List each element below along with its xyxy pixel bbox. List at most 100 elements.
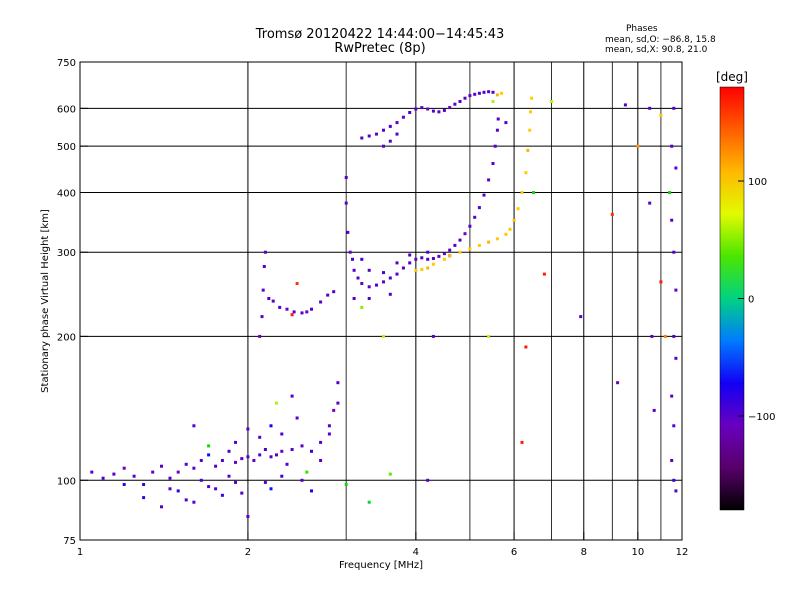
data-point xyxy=(442,108,446,112)
data-point xyxy=(269,487,273,491)
data-point xyxy=(220,493,224,497)
data-point xyxy=(674,166,678,170)
data-point xyxy=(360,136,364,140)
data-point xyxy=(524,171,528,175)
x-tick-label: 10 xyxy=(631,547,644,558)
data-point xyxy=(220,459,224,462)
y-tick-label: 200 xyxy=(57,332,76,343)
data-point xyxy=(310,449,313,453)
phases-x-stats: mean, sd,X: 90.8, 21.0 xyxy=(605,45,708,55)
data-point xyxy=(327,424,331,428)
data-point xyxy=(442,252,446,256)
data-point xyxy=(458,250,462,254)
data-point xyxy=(674,288,678,292)
data-point xyxy=(112,472,116,476)
data-point xyxy=(382,128,385,132)
data-point xyxy=(388,292,392,296)
data-point xyxy=(453,102,457,106)
data-point xyxy=(549,100,553,103)
data-point xyxy=(246,515,250,518)
data-point xyxy=(207,444,211,448)
y-tick-label: 600 xyxy=(57,104,76,115)
data-point xyxy=(542,272,546,276)
data-point xyxy=(290,313,294,317)
data-point xyxy=(420,256,424,260)
data-point xyxy=(90,470,94,474)
data-point xyxy=(360,305,364,309)
data-point xyxy=(426,250,430,254)
data-point xyxy=(382,280,385,284)
data-point xyxy=(420,106,424,110)
data-point xyxy=(495,237,499,241)
data-point xyxy=(504,232,508,236)
data-point xyxy=(426,257,430,261)
data-point xyxy=(652,408,656,412)
data-point xyxy=(234,460,237,464)
series-group xyxy=(360,100,678,493)
data-point xyxy=(670,218,674,222)
data-point xyxy=(214,487,218,491)
data-point xyxy=(367,285,371,289)
x-tick-label: 1 xyxy=(77,547,83,558)
data-point xyxy=(344,483,348,486)
data-point xyxy=(227,474,231,478)
series-group xyxy=(344,117,500,300)
data-point xyxy=(473,92,477,96)
data-point xyxy=(246,427,250,431)
data-point xyxy=(122,483,126,486)
series-group xyxy=(414,96,534,272)
data-point xyxy=(495,93,499,97)
data-point xyxy=(367,297,371,300)
data-point xyxy=(352,268,356,272)
data-point xyxy=(207,453,211,457)
colorbar-label: [deg] xyxy=(716,70,748,84)
data-point xyxy=(227,449,231,453)
data-point xyxy=(275,401,278,405)
y-tick-label: 750 xyxy=(57,58,76,69)
data-point xyxy=(659,280,663,284)
y-tick-label: 75 xyxy=(63,536,76,547)
chart-subtitle: RwPretec (8p) xyxy=(334,41,426,56)
data-point xyxy=(672,334,676,338)
data-point xyxy=(487,240,491,244)
data-point xyxy=(258,334,262,338)
data-point xyxy=(192,500,196,504)
x-axis-label: Frequency [MHz] xyxy=(339,560,423,571)
plot-frame xyxy=(79,61,683,541)
data-point xyxy=(375,132,378,136)
data-point xyxy=(295,282,299,285)
data-point xyxy=(670,459,674,462)
data-point xyxy=(184,462,188,466)
data-point xyxy=(263,250,267,254)
data-point xyxy=(516,207,520,211)
data-point xyxy=(500,91,504,95)
y-tick-label: 100 xyxy=(57,476,76,487)
data-point xyxy=(271,299,275,303)
data-point xyxy=(388,472,392,476)
colorbar-tick-label: −100 xyxy=(748,412,775,423)
data-point xyxy=(346,230,350,234)
data-point xyxy=(285,462,289,466)
data-point xyxy=(672,478,676,482)
x-tick-label: 2 xyxy=(245,547,251,558)
data-point xyxy=(530,96,534,100)
data-point xyxy=(327,432,331,436)
data-point xyxy=(160,505,163,509)
data-point xyxy=(420,268,424,271)
data-point xyxy=(482,193,486,197)
data-point xyxy=(477,206,481,210)
data-point xyxy=(326,293,330,297)
data-point xyxy=(261,288,265,292)
data-point xyxy=(482,90,486,94)
data-point xyxy=(431,109,435,113)
data-point xyxy=(305,470,309,474)
series-group xyxy=(258,250,336,338)
data-point xyxy=(310,489,313,493)
data-point xyxy=(674,489,678,493)
data-point xyxy=(458,238,462,242)
data-point xyxy=(176,470,180,474)
data-point xyxy=(663,334,667,338)
data-point xyxy=(579,315,583,319)
data-point xyxy=(263,480,267,484)
data-point xyxy=(414,268,418,272)
